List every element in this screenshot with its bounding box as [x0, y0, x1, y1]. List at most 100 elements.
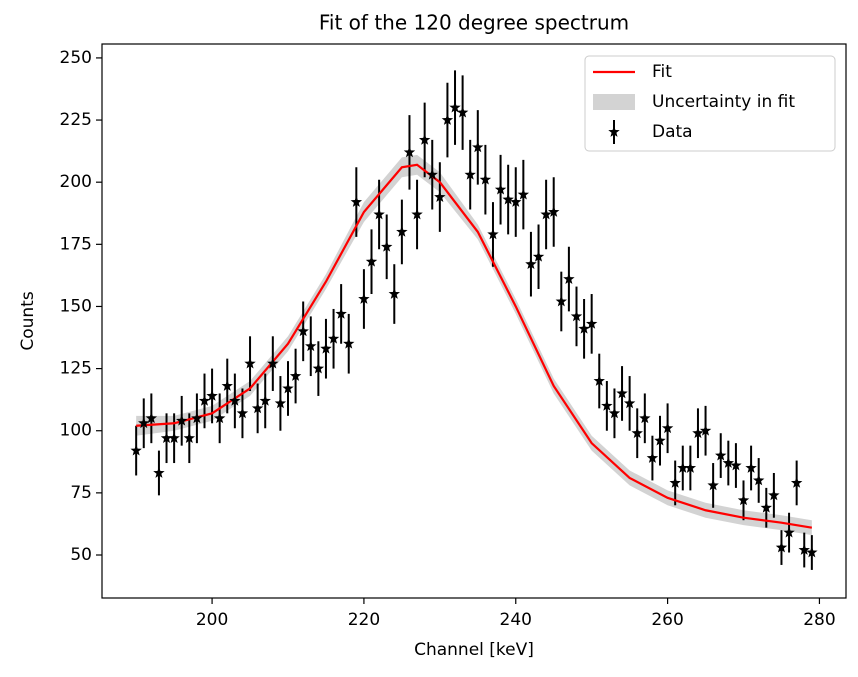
x-axis-label: Channel [keV]: [414, 640, 534, 660]
chart-title: Fit of the 120 degree spectrum: [319, 11, 629, 35]
data-point: [418, 133, 431, 145]
data-point: [487, 228, 499, 240]
data-point: [191, 412, 203, 424]
data-point: [434, 191, 446, 202]
y-axis-label: Counts: [18, 291, 38, 350]
data-point: [570, 310, 583, 322]
data-point: [130, 444, 142, 456]
data-point: [251, 402, 264, 414]
data-point: [661, 422, 674, 434]
legend-band-swatch: [593, 94, 635, 110]
data-point: [578, 322, 590, 334]
data-point: [760, 501, 772, 513]
data-point: [540, 208, 552, 220]
data-point: [456, 106, 469, 118]
data-point: [327, 332, 340, 344]
data-point: [563, 273, 575, 284]
data-point: [639, 412, 651, 424]
data-point: [449, 101, 461, 113]
data-point: [790, 476, 803, 488]
data-point: [677, 462, 689, 473]
y-tick-label: 150: [60, 296, 92, 316]
data-point: [585, 317, 598, 329]
data-point: [176, 414, 188, 426]
data-point: [267, 357, 279, 369]
data-point: [236, 407, 249, 419]
data-point: [297, 325, 309, 337]
data-point: [350, 196, 363, 207]
data-point: [289, 370, 302, 381]
data-point: [631, 427, 643, 439]
data-point: [396, 225, 408, 237]
x-tick-label: 240: [500, 610, 532, 630]
data-point: [221, 379, 233, 391]
y-tick-label: 175: [60, 234, 92, 254]
x-tick-label: 200: [196, 610, 228, 630]
data-point: [715, 449, 727, 461]
data-point: [244, 357, 256, 369]
data-point: [517, 188, 530, 200]
data-point: [494, 183, 507, 195]
y-tick-label: 75: [70, 483, 92, 503]
data-point: [730, 459, 742, 471]
data-point: [138, 417, 150, 429]
legend-box: [584, 55, 836, 152]
data-point: [160, 432, 173, 444]
data-point: [358, 293, 370, 304]
data-point: [654, 434, 666, 446]
data-point: [684, 462, 697, 473]
data-point: [320, 342, 332, 354]
data-point: [707, 479, 719, 491]
plot-frame: [101, 43, 847, 599]
data-point: [259, 394, 271, 406]
legend-label: Fit: [652, 62, 672, 82]
data-point: [365, 255, 378, 267]
data-point: [426, 168, 438, 180]
data-point: [616, 387, 628, 399]
data-point: [229, 394, 241, 406]
data-point: [745, 462, 757, 473]
data-point: [783, 526, 795, 538]
x-tick-label: 260: [651, 610, 683, 630]
data-point: [768, 489, 780, 501]
data-point: [722, 457, 735, 468]
y-tick-label: 125: [60, 359, 92, 379]
data-point: [206, 389, 218, 401]
data-point: [479, 173, 492, 185]
data-point: [692, 427, 704, 439]
data-point: [532, 250, 545, 262]
data-point: [555, 295, 568, 307]
data-point: [798, 544, 810, 555]
fit-line: [136, 163, 813, 529]
data-point: [464, 168, 476, 180]
data-point: [601, 399, 613, 411]
data-point: [752, 474, 765, 486]
data-point: [343, 337, 355, 349]
data-point: [168, 432, 180, 444]
y-tick-label: 250: [60, 48, 92, 68]
data-point: [183, 432, 196, 444]
data-point: [737, 494, 750, 506]
data-point: [806, 546, 818, 558]
data-point: [472, 141, 484, 153]
legend-data-marker: [608, 126, 620, 137]
data-point: [388, 288, 400, 299]
data-point: [623, 397, 636, 409]
data-point: [305, 340, 317, 352]
data-point: [510, 196, 522, 207]
data-point: [669, 476, 681, 488]
data-point: [441, 114, 454, 125]
data-point: [312, 362, 325, 374]
data-point: [282, 382, 294, 394]
data-point: [646, 452, 659, 463]
data-point: [373, 208, 385, 220]
data-point: [775, 541, 788, 553]
data-point: [153, 466, 165, 478]
data-point: [525, 258, 537, 270]
data-point: [403, 146, 416, 158]
uncertainty-band: [136, 154, 812, 536]
x-tick-label: 220: [348, 610, 380, 630]
data-point: [548, 206, 560, 217]
data-point: [145, 412, 158, 424]
